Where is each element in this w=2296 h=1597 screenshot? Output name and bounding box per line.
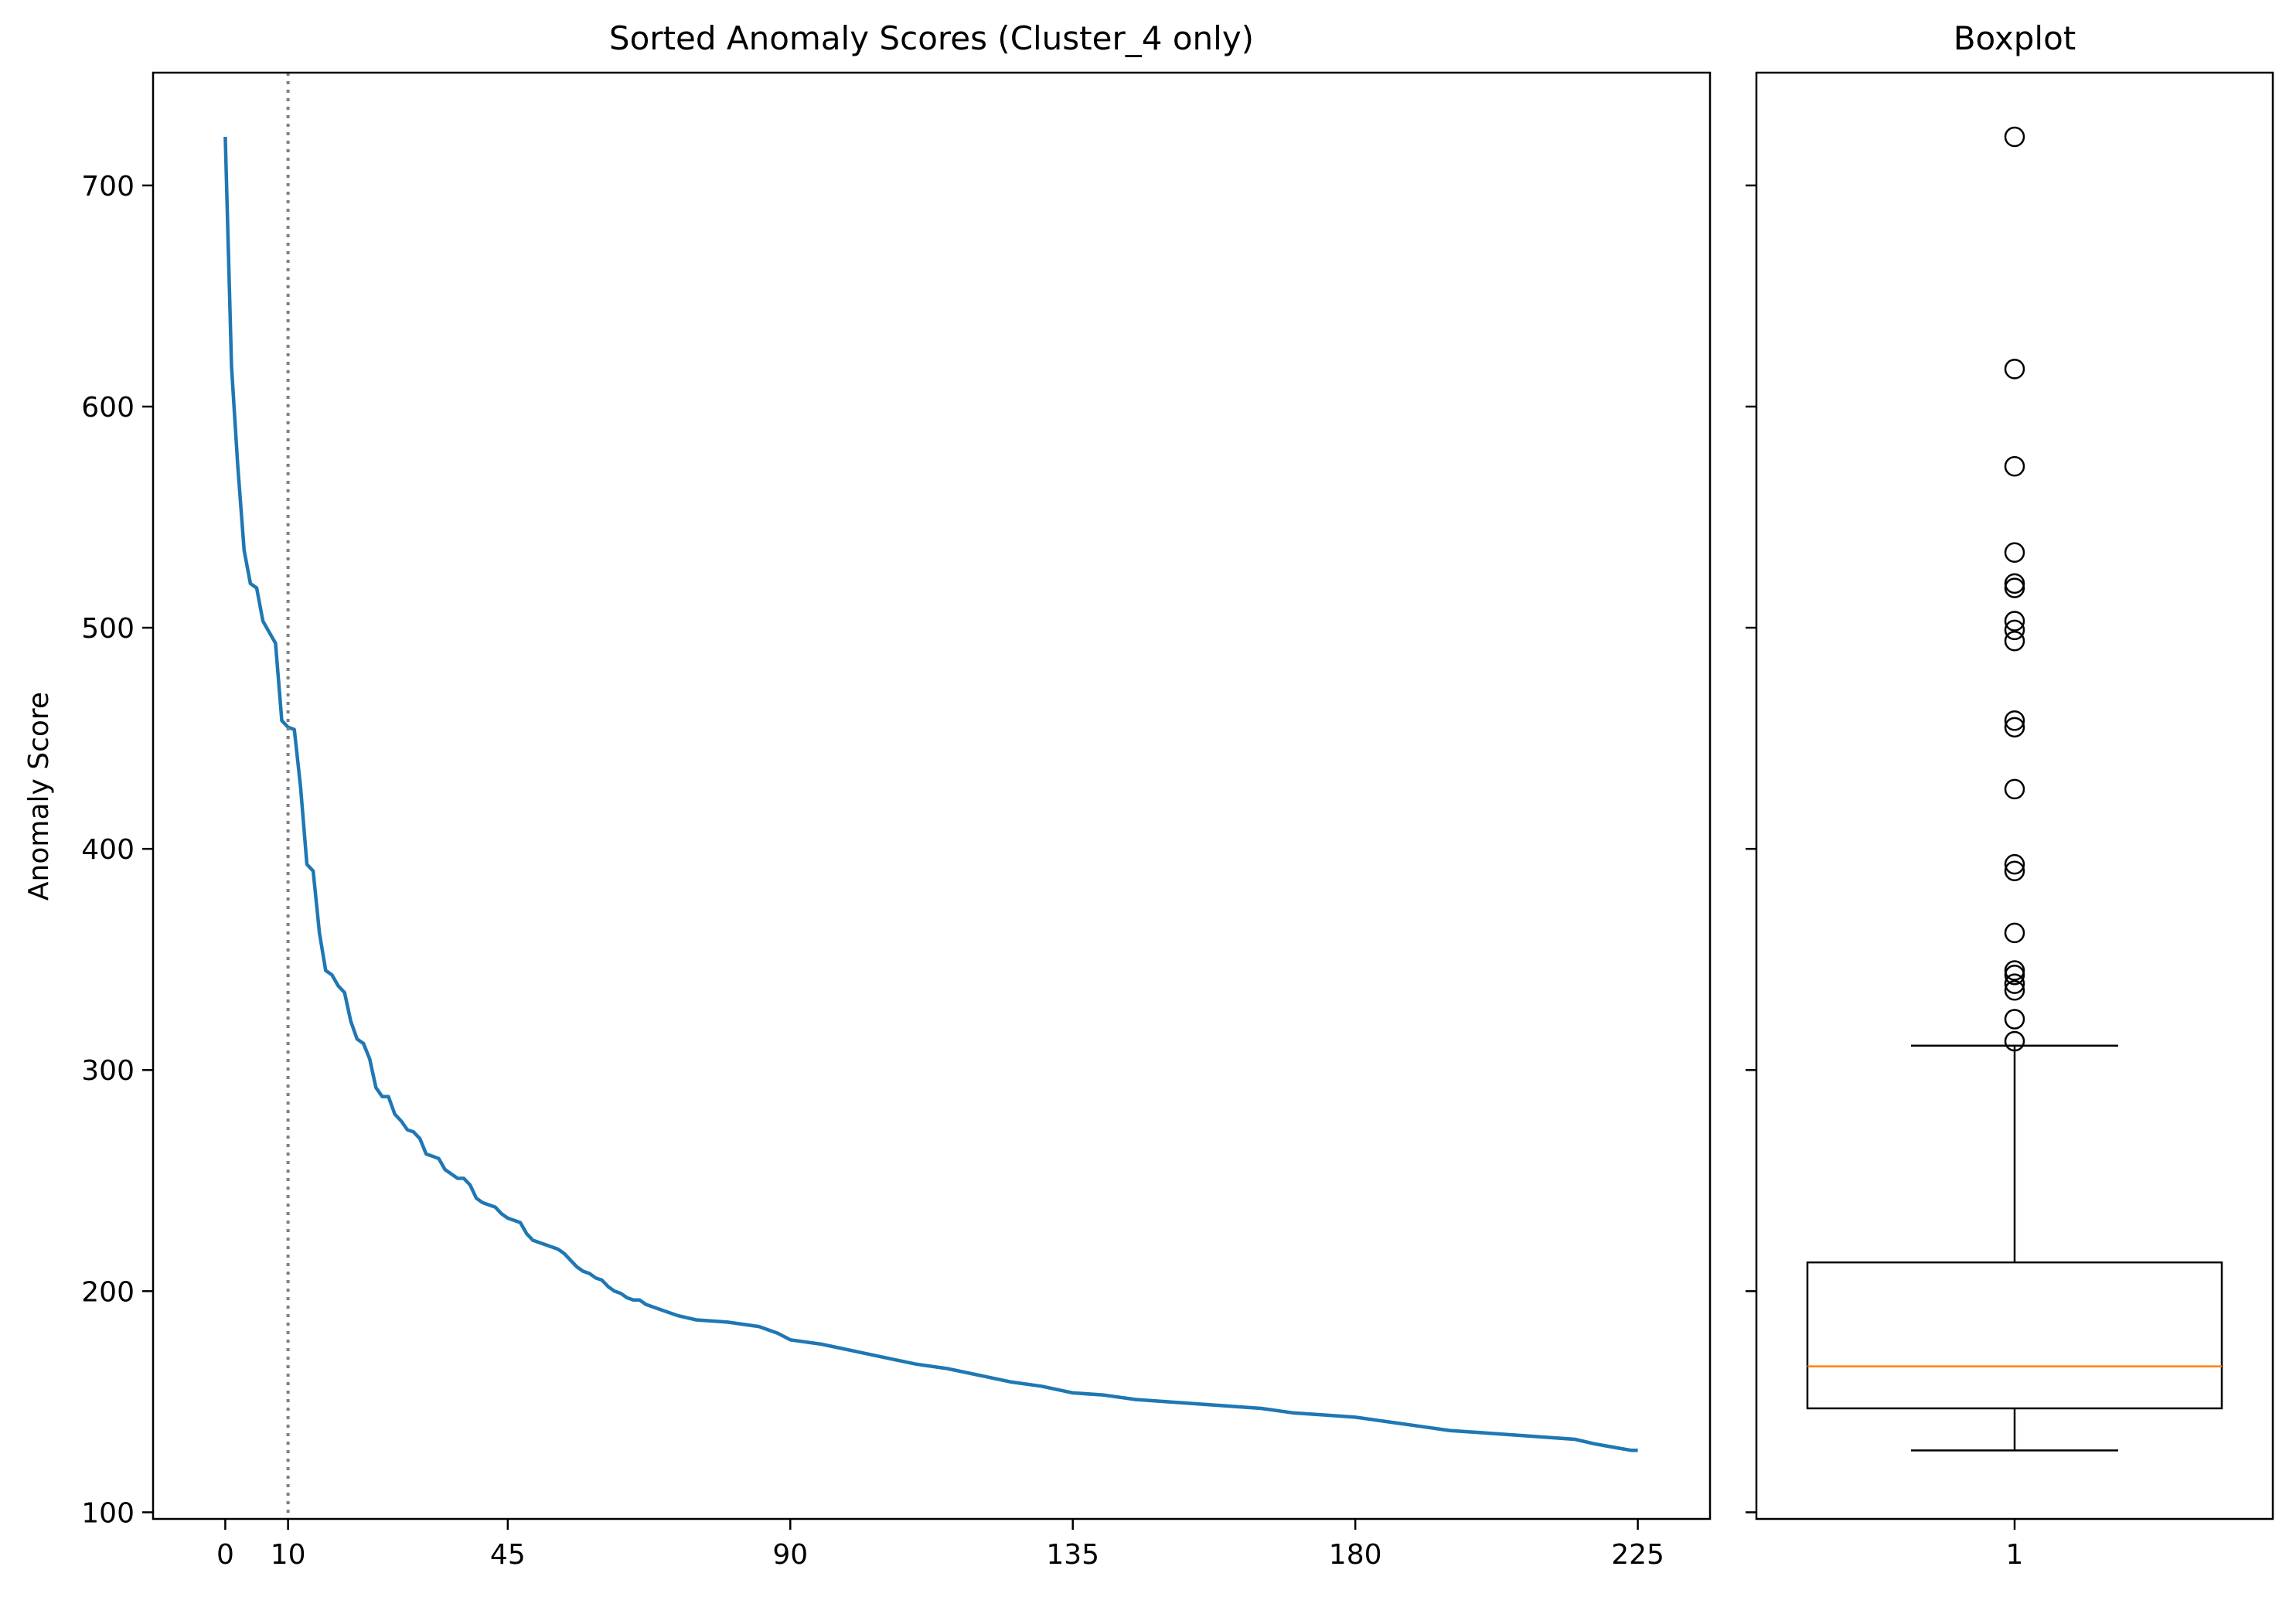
boxplot-marks [1806,126,2223,1452]
boxplot-y-axis [1746,184,1756,1514]
x-tick-label: 225 [1611,1539,1664,1571]
outlier-point [2004,853,2025,875]
line-chart-y-axis-label: Anomaly Score [23,692,55,901]
y-tick-label: 600 [81,392,135,424]
line-chart: Sorted Anomaly Scores (Cluster_4 only) 1… [23,19,1712,1571]
outlier-point [2004,630,2025,652]
x-tick-label: 0 [216,1539,234,1571]
outlier-point [2004,964,2025,986]
score-series-line [223,136,1638,1452]
outlier-point [2004,778,2025,800]
boxplot-chart: Boxplot 1 [1746,19,2274,1571]
outlier-point [2004,1009,2025,1030]
line-chart-frame [152,71,1712,1520]
outlier-point [2004,922,2025,944]
outlier-point [2004,542,2025,564]
outlier-point [2004,960,2025,981]
line-chart-title: Sorted Anomaly Scores (Cluster_4 only) [609,19,1254,57]
x-tick-label: 1 [2006,1539,2024,1571]
x-tick-label: 90 [772,1539,808,1571]
y-tick-label: 500 [81,613,135,645]
outlier-point [2004,717,2025,738]
outlier-point [2004,1030,2025,1052]
outlier-point [2004,980,2025,1001]
outlier-point [2004,611,2025,632]
y-tick-label: 700 [81,171,135,203]
outlier-point [2004,577,2025,598]
outlier-point [2004,710,2025,731]
outlier-point [2004,359,2025,380]
boxplot-title: Boxplot [1954,19,2076,57]
outlier-point [2004,573,2025,594]
outlier-point [2004,619,2025,641]
interquartile-box [1806,1261,2223,1410]
outlier-point [2004,973,2025,994]
outlier-point [2004,126,2025,148]
y-tick-label: 100 [81,1497,135,1529]
y-tick-label: 300 [81,1055,135,1087]
y-tick-label: 400 [81,834,135,866]
y-tick-label: 200 [81,1276,135,1308]
line-chart-y-axis: 100 200 300 400 500 600 700 [81,171,153,1529]
x-tick-label: 10 [271,1539,306,1571]
x-tick-label: 180 [1329,1539,1382,1571]
x-tick-label: 45 [490,1539,526,1571]
outlier-point [2004,860,2025,882]
boxplot-x-axis: 1 [2006,1519,2024,1571]
x-tick-label: 135 [1046,1539,1099,1571]
line-chart-x-axis: 0 10 45 90 135 180 225 [216,1519,1664,1571]
boxplot-frame [1755,71,2274,1520]
line-chart-marks [223,73,1638,1519]
outlier-point [2004,455,2025,477]
